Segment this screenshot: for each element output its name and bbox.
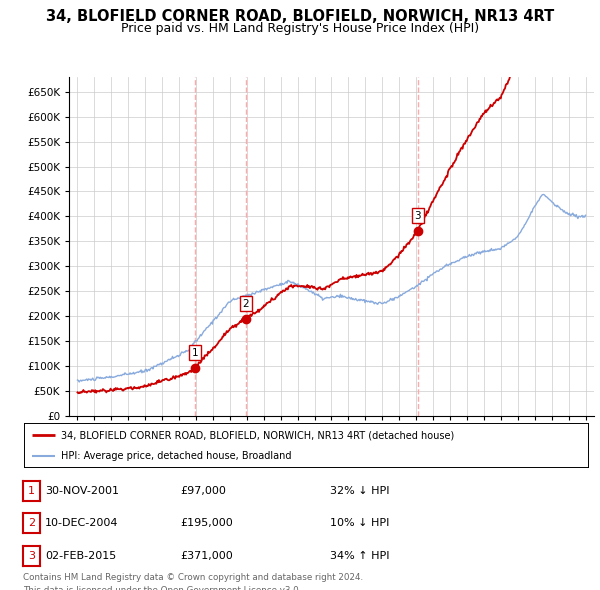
Text: 32% ↓ HPI: 32% ↓ HPI [330, 486, 389, 496]
Text: HPI: Average price, detached house, Broadland: HPI: Average price, detached house, Broa… [61, 451, 291, 461]
Text: 34, BLOFIELD CORNER ROAD, BLOFIELD, NORWICH, NR13 4RT: 34, BLOFIELD CORNER ROAD, BLOFIELD, NORW… [46, 9, 554, 24]
Text: £195,000: £195,000 [180, 519, 233, 528]
Text: 2: 2 [242, 299, 249, 309]
Text: 1: 1 [28, 486, 35, 496]
Text: 2: 2 [28, 519, 35, 528]
Text: 34% ↑ HPI: 34% ↑ HPI [330, 551, 389, 560]
Text: This data is licensed under the Open Government Licence v3.0.: This data is licensed under the Open Gov… [23, 586, 301, 590]
Text: 34, BLOFIELD CORNER ROAD, BLOFIELD, NORWICH, NR13 4RT (detached house): 34, BLOFIELD CORNER ROAD, BLOFIELD, NORW… [61, 431, 454, 440]
Text: 10-DEC-2004: 10-DEC-2004 [45, 519, 119, 528]
Text: Contains HM Land Registry data © Crown copyright and database right 2024.: Contains HM Land Registry data © Crown c… [23, 573, 363, 582]
Text: 02-FEB-2015: 02-FEB-2015 [45, 551, 116, 560]
Text: 30-NOV-2001: 30-NOV-2001 [45, 486, 119, 496]
Text: £97,000: £97,000 [180, 486, 226, 496]
Text: Price paid vs. HM Land Registry's House Price Index (HPI): Price paid vs. HM Land Registry's House … [121, 22, 479, 35]
Text: 10% ↓ HPI: 10% ↓ HPI [330, 519, 389, 528]
Text: 1: 1 [191, 348, 198, 358]
Text: 3: 3 [415, 211, 421, 221]
Text: 3: 3 [28, 551, 35, 560]
Text: £371,000: £371,000 [180, 551, 233, 560]
